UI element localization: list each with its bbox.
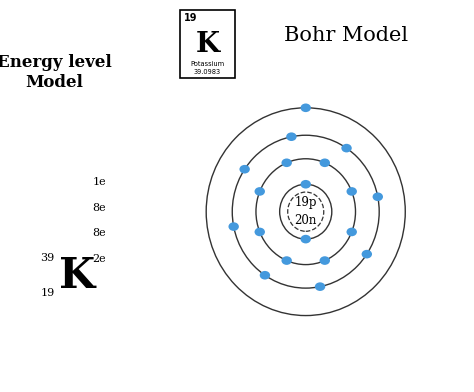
Text: 39.0983: 39.0983 [194, 69, 221, 75]
Circle shape [286, 132, 297, 141]
Circle shape [319, 158, 330, 167]
Circle shape [239, 165, 250, 174]
Circle shape [255, 228, 265, 236]
Text: 39: 39 [40, 252, 55, 263]
Circle shape [228, 222, 239, 231]
Text: 19: 19 [184, 13, 197, 23]
Circle shape [346, 187, 357, 196]
Circle shape [260, 271, 270, 279]
Circle shape [341, 144, 352, 152]
Text: Energy level
Model: Energy level Model [0, 54, 112, 91]
FancyBboxPatch shape [180, 10, 235, 78]
Text: 1e: 1e [93, 177, 106, 187]
Ellipse shape [288, 192, 324, 231]
Circle shape [255, 187, 265, 196]
Text: 19: 19 [40, 288, 55, 298]
Circle shape [301, 103, 311, 112]
Text: Potassium: Potassium [191, 60, 224, 67]
Text: 2e: 2e [93, 254, 106, 264]
Circle shape [282, 158, 292, 167]
Text: 8e: 8e [93, 228, 106, 238]
Text: 8e: 8e [93, 203, 106, 213]
Text: K: K [195, 31, 219, 58]
Text: Bohr Model: Bohr Model [284, 26, 408, 45]
Circle shape [373, 192, 383, 201]
Text: K: K [59, 255, 95, 298]
Circle shape [301, 180, 311, 189]
Circle shape [362, 250, 372, 258]
Circle shape [346, 228, 357, 236]
Text: 19p
20n: 19p 20n [294, 196, 317, 227]
Circle shape [301, 235, 311, 243]
Circle shape [282, 256, 292, 265]
Circle shape [315, 282, 325, 291]
Circle shape [319, 256, 330, 265]
